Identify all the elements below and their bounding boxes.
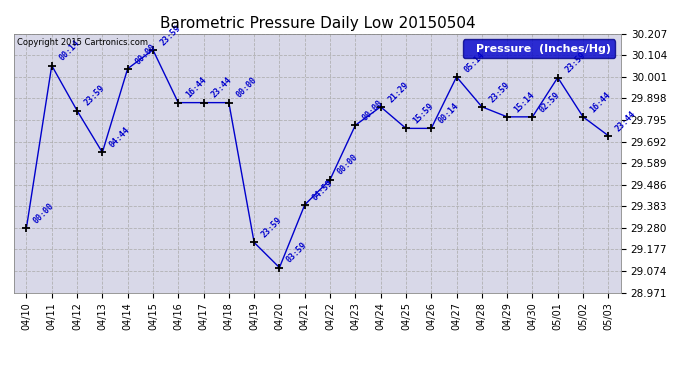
Text: 02:59: 02:59 (538, 90, 562, 114)
Text: 23:44: 23:44 (209, 76, 233, 100)
Title: Barometric Pressure Daily Low 20150504: Barometric Pressure Daily Low 20150504 (159, 16, 475, 31)
Text: 23:59: 23:59 (563, 51, 587, 75)
Text: 15:14: 15:14 (513, 90, 537, 114)
Text: 00:00: 00:00 (235, 76, 259, 100)
Text: 23:59: 23:59 (83, 84, 107, 108)
Text: Copyright 2015 Cartronics.com: Copyright 2015 Cartronics.com (17, 38, 148, 46)
Text: 21:29: 21:29 (386, 80, 411, 104)
Text: 00:14: 00:14 (437, 102, 461, 126)
Text: 23:59: 23:59 (487, 80, 511, 104)
Text: 03:59: 03:59 (285, 241, 309, 265)
Text: 00:00: 00:00 (361, 98, 385, 123)
Text: 00:00: 00:00 (133, 42, 157, 66)
Text: 16:44: 16:44 (184, 76, 208, 100)
Text: 00:00: 00:00 (335, 153, 359, 177)
Text: 16:44: 16:44 (589, 90, 613, 114)
Text: 04:59: 04:59 (310, 178, 335, 202)
Legend: Pressure  (Inches/Hg): Pressure (Inches/Hg) (463, 39, 615, 58)
Text: 04:44: 04:44 (108, 126, 132, 150)
Text: 05:14: 05:14 (462, 50, 486, 74)
Text: 00:00: 00:00 (32, 201, 56, 225)
Text: 00:14: 00:14 (57, 39, 81, 63)
Text: 15:59: 15:59 (411, 102, 435, 126)
Text: 23:44: 23:44 (614, 109, 638, 133)
Text: 23:59: 23:59 (259, 216, 284, 240)
Text: 23:59: 23:59 (159, 23, 183, 47)
